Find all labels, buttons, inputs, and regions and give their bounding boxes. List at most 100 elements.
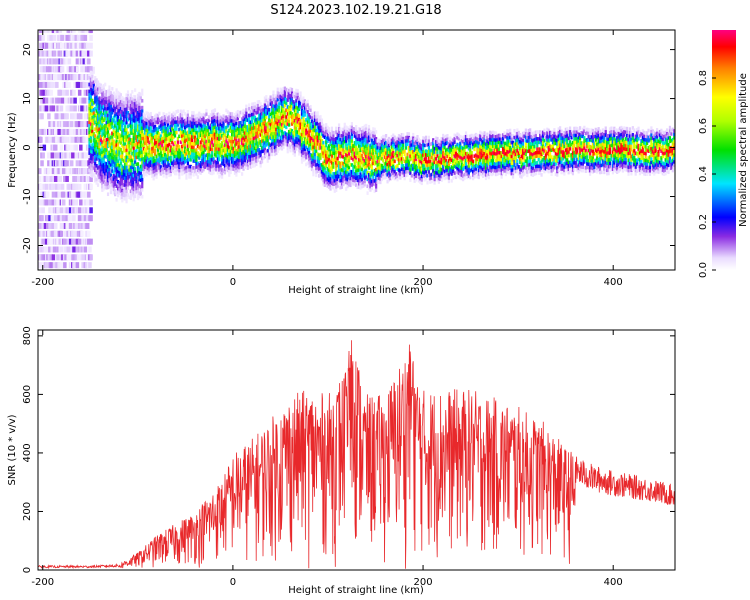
heatmap-cell xyxy=(99,121,102,125)
heatmap-cell xyxy=(252,160,255,165)
heatmap-cell xyxy=(203,137,207,142)
heatmap-cell xyxy=(229,167,232,171)
heatmap-cell xyxy=(115,119,118,123)
heatmap-cell xyxy=(173,161,177,165)
heatmap-cell xyxy=(38,168,42,175)
heatmap-cell xyxy=(259,112,262,117)
heatmap-cell xyxy=(279,128,282,133)
heatmap-cell xyxy=(104,92,107,97)
heatmap-cell xyxy=(61,215,66,222)
heatmap-cell xyxy=(88,123,91,128)
heatmap-cell xyxy=(243,114,247,118)
heatmap-cell xyxy=(49,105,53,112)
heatmap-cell xyxy=(89,118,93,123)
heatmap-cell xyxy=(199,167,202,172)
heatmap-cell xyxy=(124,142,127,146)
heatmap-cell xyxy=(185,121,188,125)
heatmap-cell xyxy=(298,131,301,135)
heatmap-cell xyxy=(131,90,134,94)
heatmap-cell xyxy=(283,100,286,104)
heatmap-cell xyxy=(138,136,141,141)
heatmap-cell xyxy=(385,134,388,138)
heatmap-cell xyxy=(206,128,209,133)
heatmap-cell xyxy=(146,115,150,119)
heatmap-cell xyxy=(209,157,212,162)
heatmap-cell xyxy=(89,156,93,160)
heatmap-cell xyxy=(182,109,185,114)
heatmap-cell xyxy=(50,207,55,214)
heatmap-cell xyxy=(248,141,251,145)
heatmap-cell xyxy=(173,168,177,172)
heatmap-cell xyxy=(256,148,259,152)
heatmap-cell xyxy=(278,109,281,113)
heatmap-cell xyxy=(192,148,195,153)
heatmap-cell xyxy=(148,123,151,128)
heatmap-cell xyxy=(162,173,165,178)
heatmap-cell xyxy=(131,144,134,149)
heatmap-cell xyxy=(151,160,154,165)
heatmap-cell xyxy=(79,113,83,120)
heatmap-cell xyxy=(262,111,265,116)
heatmap-cell xyxy=(215,147,218,151)
heatmap-cell xyxy=(192,169,195,174)
heatmap-cell xyxy=(69,121,74,128)
heatmap-cell xyxy=(289,100,292,105)
heatmap-cell xyxy=(256,131,259,135)
heatmap-cell xyxy=(236,127,239,131)
heatmap-cell xyxy=(148,133,151,138)
heatmap-cell xyxy=(89,146,93,150)
heatmap-cell xyxy=(136,141,140,146)
heatmap-cell xyxy=(262,142,265,147)
heatmap-cell xyxy=(68,66,73,73)
heatmap-cell xyxy=(101,143,104,148)
heatmap-cell xyxy=(280,105,284,110)
heatmap-cell xyxy=(55,121,59,128)
heatmap-cell xyxy=(112,139,115,144)
heatmap-cell xyxy=(298,121,301,125)
heatmap-cell xyxy=(159,141,162,145)
heatmap-cell xyxy=(108,123,111,127)
heatmap-cell xyxy=(126,90,130,94)
heatmap-cell xyxy=(89,207,93,214)
heatmap-cell xyxy=(203,127,207,132)
heatmap-cell xyxy=(181,172,184,176)
heatmap-cell xyxy=(121,181,124,186)
heatmap-cell xyxy=(166,130,170,134)
heatmap-cell xyxy=(202,167,205,172)
heatmap-cell xyxy=(112,91,115,96)
heatmap-cell xyxy=(131,175,134,180)
heatmap-cell xyxy=(124,159,127,163)
heatmap-cell xyxy=(222,159,225,163)
heatmap-cell xyxy=(139,126,142,131)
heatmap-cell xyxy=(105,168,108,173)
heatmap-cell xyxy=(282,117,285,122)
heatmap-cell xyxy=(115,163,118,168)
heatmap-cell xyxy=(300,153,304,157)
heatmap-cell xyxy=(203,130,207,135)
heatmap-cell xyxy=(276,125,279,129)
heatmap-cell xyxy=(269,119,272,124)
heatmap-cell xyxy=(57,183,61,190)
heatmap-cell xyxy=(288,92,291,96)
heatmap-cell xyxy=(129,117,132,122)
heatmap-cell xyxy=(213,146,217,150)
heatmap-cell xyxy=(275,130,278,135)
heatmap-cell xyxy=(88,134,91,138)
heatmap-cell xyxy=(112,149,115,154)
heatmap-cell xyxy=(95,163,98,168)
heatmap-cell xyxy=(165,174,168,179)
heatmap-cell xyxy=(132,197,135,202)
heatmap-cell xyxy=(142,140,145,144)
heatmap-cell xyxy=(282,138,285,143)
heatmap-cell xyxy=(156,120,160,125)
heatmap-cell xyxy=(56,160,60,167)
heatmap-cell xyxy=(183,139,187,143)
heatmap-cell xyxy=(124,114,127,119)
heatmap-cell xyxy=(132,173,135,178)
heatmap-cell xyxy=(183,125,187,130)
heatmap-cell xyxy=(118,174,121,178)
heatmap-cell xyxy=(196,137,199,142)
heatmap-cell xyxy=(226,148,229,152)
heatmap-cell xyxy=(309,105,312,109)
heatmap-cell xyxy=(211,151,214,155)
